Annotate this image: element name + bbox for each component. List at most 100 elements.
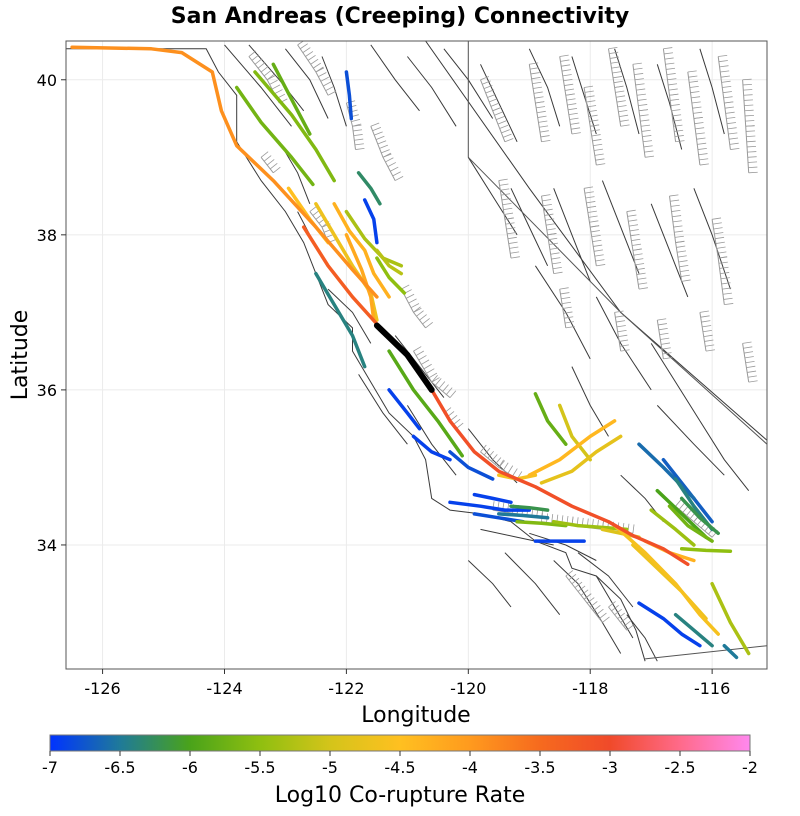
ladder-rung: [587, 109, 597, 113]
rupture-trace: [375, 248, 404, 276]
background-fault: [224, 44, 292, 127]
ladder-trace: [742, 78, 758, 174]
ladder-rung: [428, 372, 438, 379]
ladder-rung: [273, 166, 281, 174]
rupture-trace: [557, 403, 592, 462]
ladder-rung: [744, 114, 754, 117]
ladder-rung: [674, 230, 684, 233]
ladder-rung: [568, 108, 578, 111]
ladder-rung: [574, 581, 583, 588]
ladder-rung: [616, 100, 626, 103]
ladder-rung: [423, 363, 432, 370]
ladder-rung: [639, 114, 649, 117]
ladder-rung: [730, 147, 740, 150]
ladder-rung: [705, 349, 715, 352]
colorbar: [49, 734, 751, 752]
ladder-rung: [618, 109, 628, 113]
colorbar-tick-label: -7: [42, 758, 58, 777]
ladder-rung: [693, 116, 703, 119]
rupture-trace: [332, 202, 391, 299]
background-fault: [358, 374, 408, 445]
rupture-trace: [271, 62, 312, 136]
ladder-rung: [617, 105, 627, 108]
ladder-rung: [483, 447, 491, 456]
ladder-rung: [640, 119, 650, 122]
ladder-trace: [498, 178, 520, 259]
ladder-rung: [593, 244, 603, 247]
ladder-rung: [636, 272, 646, 275]
ladder-rung: [560, 59, 570, 62]
ladder-trace: [297, 41, 337, 96]
ladder-rung: [307, 55, 316, 61]
ladder-rung: [617, 612, 625, 619]
colorbar-tick-label: -4: [462, 758, 478, 777]
ladder-rail: [559, 289, 567, 328]
ladder-rung: [510, 256, 520, 259]
ladder-rung: [266, 75, 276, 81]
ladder-rung: [632, 62, 642, 65]
ladder-rung: [254, 58, 263, 65]
ladder-rung: [657, 323, 667, 326]
ladder-rung: [742, 341, 752, 344]
ladder-rail: [608, 48, 622, 127]
ladder-rung: [534, 96, 544, 99]
rupture-trace: [70, 45, 379, 299]
ladder-rung: [541, 194, 551, 197]
rupture-trace: [448, 500, 532, 512]
ladder-rung: [592, 139, 602, 142]
rupture-trace: [387, 388, 422, 431]
ladder-trace: [669, 194, 691, 282]
ladder-rung: [668, 88, 678, 91]
ladder-rung: [315, 67, 325, 73]
ladder-trace: [614, 310, 630, 352]
background-fault: [248, 44, 305, 112]
rupture-trace: [612, 523, 720, 636]
ladder-rung: [671, 109, 681, 112]
ladder-rung: [269, 163, 278, 170]
ladder-rung: [565, 321, 575, 324]
ladder-rung: [248, 50, 257, 57]
ladder-rail: [614, 312, 622, 352]
ladder-rung: [689, 80, 699, 83]
ladder-rung: [584, 90, 594, 93]
ladder-trace: [583, 85, 606, 166]
ladder-rung: [549, 242, 559, 245]
ladder-rail: [297, 44, 329, 96]
ladder-rung: [370, 122, 380, 127]
rupture-trace: [356, 171, 382, 206]
ladder-trace: [742, 341, 758, 383]
ladder-rung: [613, 76, 623, 79]
ladder-rung: [641, 129, 651, 132]
ladder-rung: [561, 69, 571, 72]
ladder-rung: [722, 287, 732, 290]
background-fault: [571, 366, 609, 437]
ladder-rail: [583, 87, 597, 166]
ladder-rung: [645, 155, 655, 158]
ladder-rung: [593, 604, 601, 612]
colorbar-tick-label: -6.5: [104, 758, 135, 777]
ladder-rung: [743, 89, 753, 91]
rupture-trace: [655, 488, 708, 539]
ladder-rung: [721, 80, 731, 83]
ladder-rung: [633, 67, 643, 70]
background-fault: [595, 575, 634, 639]
ladder-rung: [544, 213, 554, 216]
background-fault: [425, 41, 767, 441]
ladder-rung: [570, 122, 580, 125]
ladder-rung: [747, 375, 757, 378]
rupture-trace: [344, 209, 404, 268]
ladder-rung: [720, 277, 730, 280]
ladder-rung: [660, 337, 670, 340]
ladder-rung: [585, 95, 595, 98]
ladder-rung: [415, 350, 425, 356]
ladder-rung: [695, 132, 705, 135]
ladder-rung: [571, 577, 580, 585]
background-fault: [553, 188, 591, 282]
ladder-rung: [748, 380, 758, 383]
ladder-rung: [615, 90, 625, 93]
ladder-rung: [620, 349, 630, 352]
y-tick-label: 40: [37, 71, 57, 90]
ladder-rung: [746, 145, 757, 148]
ladder-rung: [670, 199, 680, 202]
ladder-rung: [634, 258, 644, 261]
